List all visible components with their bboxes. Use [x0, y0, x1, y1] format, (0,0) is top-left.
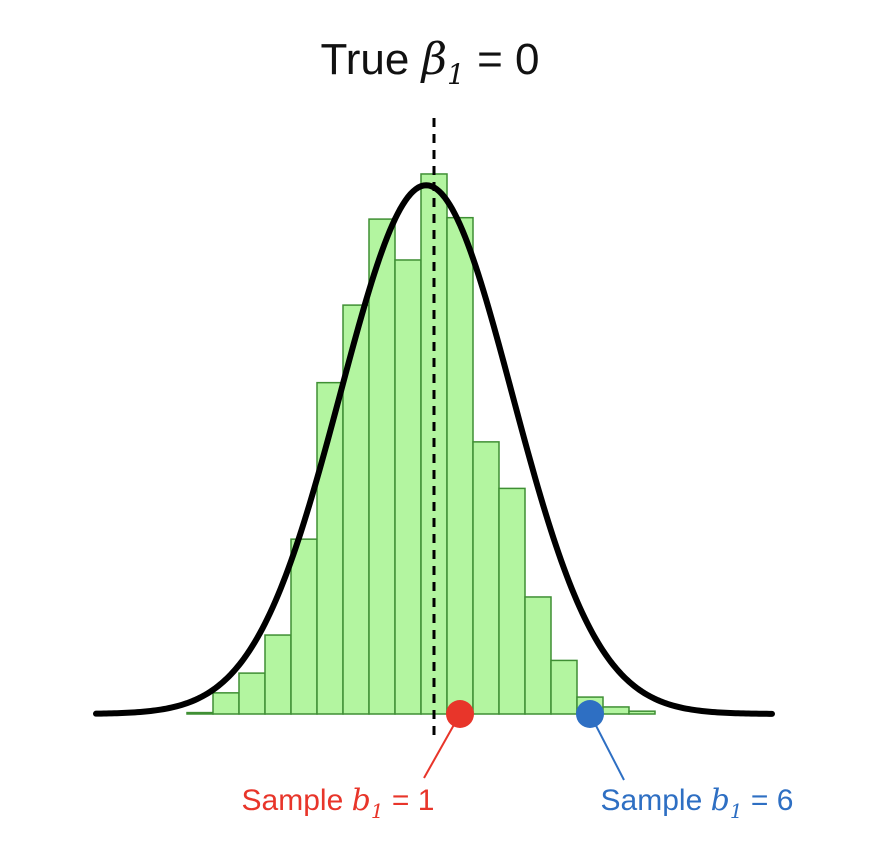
histogram-bar: [446, 216, 474, 715]
histogram-bar: [264, 634, 292, 715]
histogram-bar: [472, 441, 500, 715]
title-prefix: True: [321, 35, 422, 84]
histogram-bar: [290, 538, 318, 715]
sample-1-label-suffix: = 1: [384, 784, 435, 817]
histogram-bar: [238, 672, 266, 715]
title-subscript: 1: [447, 58, 465, 91]
sample-6-label-prefix: Sample: [601, 784, 711, 817]
histogram-bar: [524, 596, 552, 715]
histogram-bar: [550, 659, 578, 715]
sample-1-label-subscript: 1: [371, 799, 384, 823]
sample-6-label-symbol: b: [711, 783, 730, 818]
chart-title: True β1 = 0: [321, 34, 540, 91]
sample-1-label: Sample b1 = 1: [242, 783, 435, 823]
sample-6-point: [576, 700, 604, 728]
histogram-bar: [602, 706, 630, 715]
title-symbol: β: [420, 34, 447, 85]
sample-6-label-subscript: 1: [730, 799, 743, 823]
sample-points: Sample b1 = 1 Sample b1 = 6: [242, 700, 794, 823]
sample-1-point: [446, 700, 474, 728]
histogram-bar: [368, 218, 396, 715]
sample-6-label: Sample b1 = 6: [601, 783, 794, 823]
histogram-bar: [342, 304, 370, 715]
sample-1-label-symbol: b: [352, 783, 371, 818]
sample-1-label-prefix: Sample: [242, 784, 352, 817]
histogram-bar: [498, 487, 526, 715]
histogram-bar: [628, 710, 656, 715]
histogram-bar: [212, 692, 240, 715]
histogram-bar: [186, 711, 214, 715]
sample-6-label-suffix: = 6: [743, 784, 794, 817]
title-suffix: = 0: [465, 35, 540, 84]
histogram-bar: [394, 259, 422, 715]
